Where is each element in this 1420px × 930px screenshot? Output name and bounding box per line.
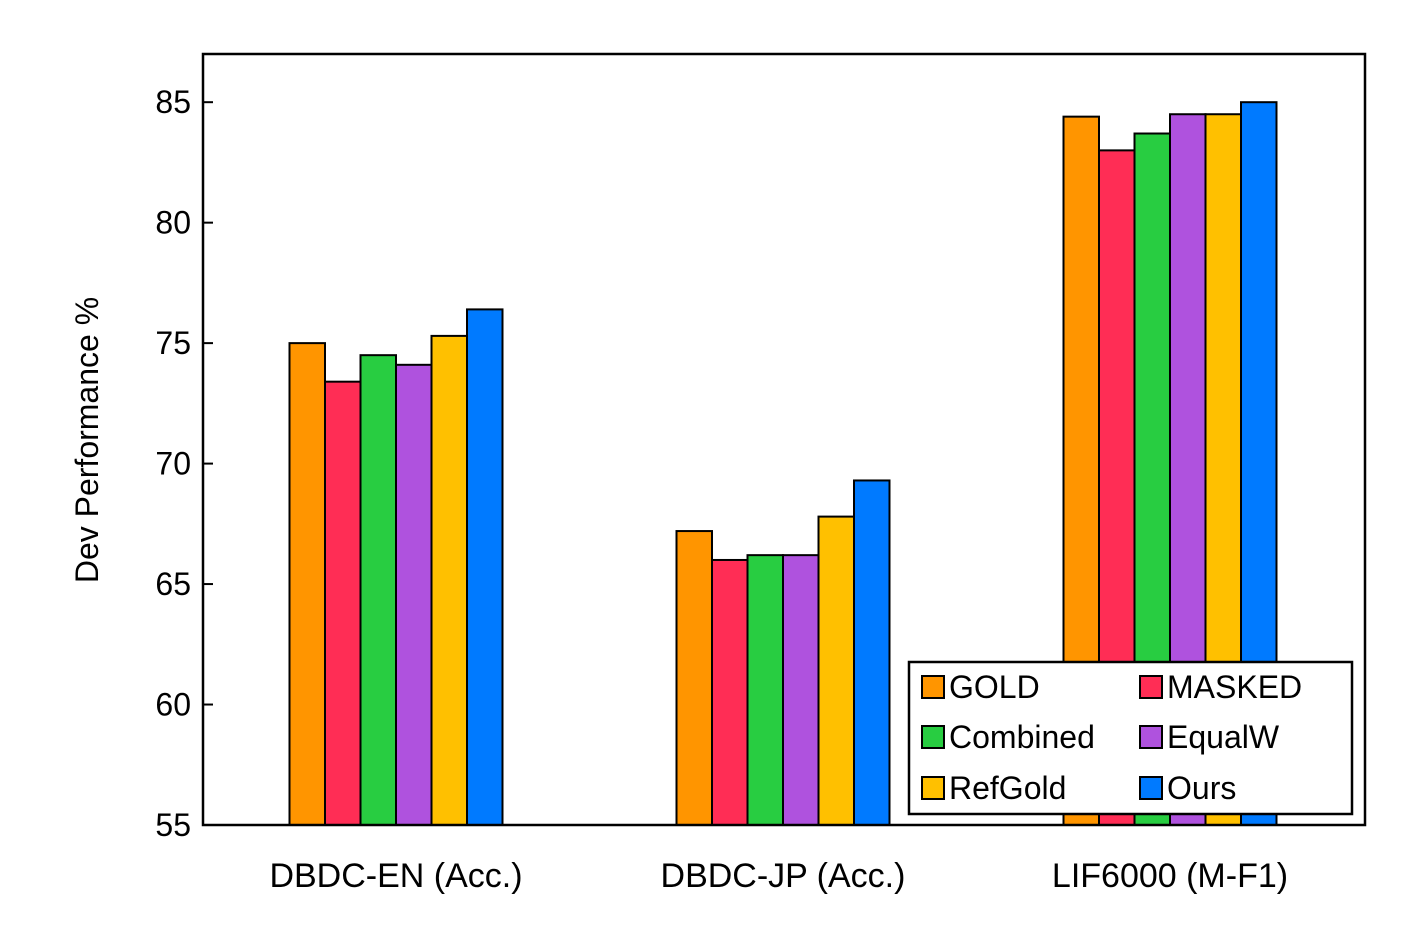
- y-axis-title: Dev Performance %: [69, 297, 105, 583]
- y-tick-label-55: 55: [155, 807, 191, 843]
- legend-swatch-refgold: [921, 776, 945, 800]
- x-tick-label-lif6000-m-f1: LIF6000 (M-F1): [1052, 857, 1288, 895]
- y-tick-label-60: 60: [155, 687, 191, 723]
- bar-dbdc-en-acc-ours: [466, 308, 504, 826]
- bar-dbdc-jp-acc-gold: [675, 530, 713, 827]
- legend-swatch-masked: [1139, 675, 1163, 699]
- y-tick-label-85: 85: [155, 84, 191, 120]
- bar-dbdc-jp-acc-ours: [853, 479, 891, 826]
- y-tick-label-65: 65: [155, 566, 191, 602]
- legend-swatch-gold: [921, 675, 945, 699]
- plot-frame: [201, 52, 1367, 827]
- legend-label-refgold: RefGold: [949, 770, 1066, 806]
- x-tick-label-dbdc-jp-acc: DBDC-JP (Acc.): [661, 857, 906, 895]
- bar-dbdc-en-acc-combined: [359, 354, 397, 826]
- y-axis: 55 60 65 70 75 80 85: [155, 84, 213, 843]
- bar-dbdc-en-acc-gold: [288, 342, 326, 826]
- legend-swatch-ours: [1139, 776, 1163, 800]
- bar-dbdc-jp-acc-masked: [711, 558, 749, 826]
- x-axis: DBDC-EN (Acc.) DBDC-JP (Acc.) LIF6000 (M-F…: [269, 857, 1288, 895]
- y-tick-label-80: 80: [155, 205, 191, 241]
- bar-dbdc-jp-acc-refgold: [817, 515, 855, 826]
- bar-dbdc-jp-acc-equalw: [782, 554, 820, 827]
- legend-label-equalw: EqualW: [1167, 719, 1280, 755]
- bar-dbdc-en-acc-refgold: [430, 334, 468, 826]
- legend-label-ours: Ours: [1167, 770, 1236, 806]
- legend: GOLD MASKED Combined EqualW RefGold Ours: [907, 660, 1354, 816]
- bar-dbdc-jp-acc-combined: [746, 554, 784, 827]
- bar-dbdc-en-acc-masked: [324, 380, 362, 826]
- y-tick-label-75: 75: [155, 325, 191, 361]
- y-tick-label-70: 70: [155, 446, 191, 482]
- bar-dbdc-en-acc-equalw: [395, 363, 433, 826]
- legend-label-combined: Combined: [949, 719, 1095, 755]
- legend-label-gold: GOLD: [949, 669, 1040, 705]
- legend-swatch-combined: [921, 725, 945, 749]
- x-tick-label-dbdc-en-acc: DBDC-EN (Acc.): [269, 857, 522, 895]
- legend-swatch-equalw: [1139, 725, 1163, 749]
- legend-box: [907, 660, 1354, 816]
- legend-label-masked: MASKED: [1167, 669, 1302, 705]
